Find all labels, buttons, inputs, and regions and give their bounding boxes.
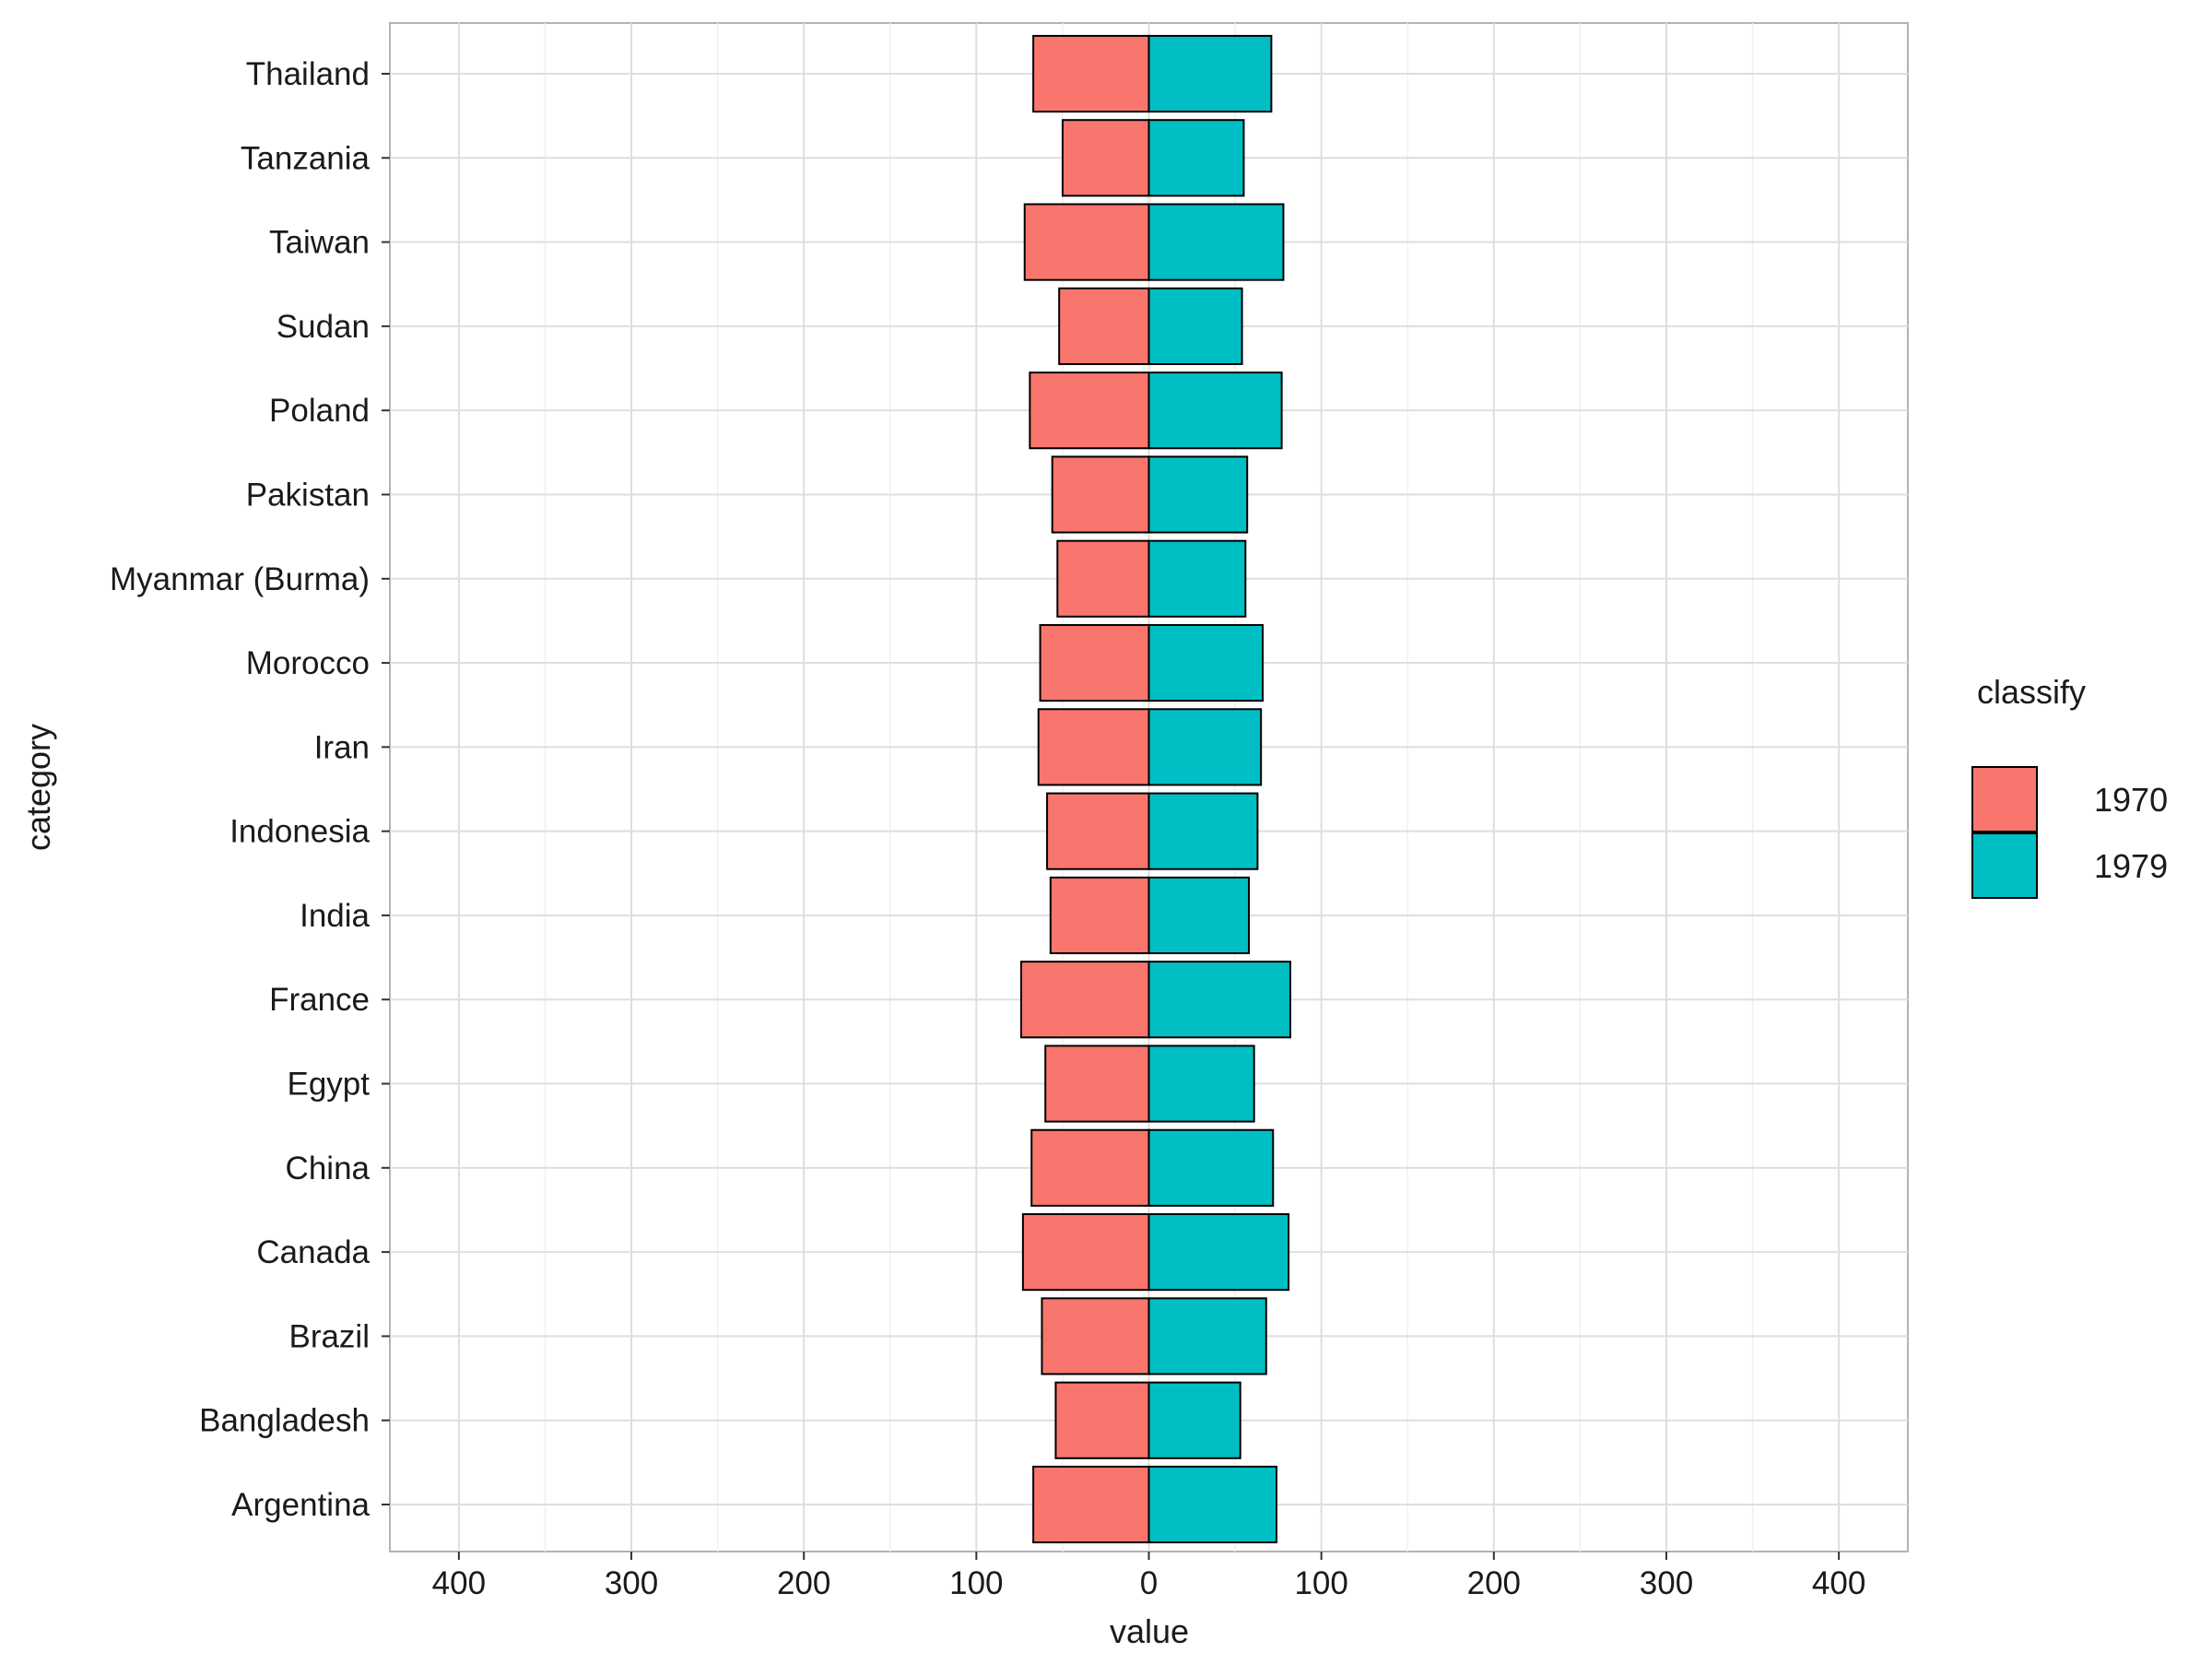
y-tick-label: Myanmar (Burma) (110, 561, 370, 597)
x-axis-title: value (1110, 1612, 1189, 1650)
bar-1970 (1039, 623, 1150, 702)
legend-label-1970: 1970 (2094, 781, 2168, 819)
x-tick-label: 300 (605, 1565, 658, 1601)
y-tick-label: China (286, 1151, 371, 1186)
y-tick-label: Argentina (231, 1487, 370, 1523)
y-tick-label: India (300, 898, 370, 934)
y-tick-label: Taiwan (269, 225, 370, 261)
bar-1970 (1032, 1465, 1150, 1544)
bar-1970 (1023, 203, 1150, 281)
bar-1970 (1051, 455, 1150, 534)
bar-1970 (1029, 372, 1150, 450)
bar-1970 (1020, 961, 1150, 1039)
bar-1970 (1030, 1128, 1150, 1207)
bar-1970 (1058, 287, 1150, 365)
bar-1979 (1147, 876, 1251, 955)
bars (1020, 34, 1291, 1544)
x-tick-label: 0 (1140, 1565, 1158, 1601)
bar-1979 (1147, 287, 1243, 365)
y-axis-ticks: Argentina Bangladesh Brazil Canada China Egyp… (110, 56, 390, 1523)
bar-1979 (1147, 623, 1265, 702)
y-tick-label: Egypt (288, 1067, 371, 1103)
bar-1979 (1147, 1465, 1277, 1544)
bar-1970 (1044, 1044, 1150, 1123)
x-tick-label: 200 (777, 1565, 830, 1601)
x-axis-ticks: 400 300 200 100 0 100 200 300 400 (432, 1552, 1865, 1601)
bar-1970 (1037, 708, 1150, 786)
bar-1970 (1021, 1213, 1150, 1292)
bar-1979 (1147, 1128, 1275, 1207)
bar-1979 (1147, 708, 1263, 786)
bar-1970 (1056, 539, 1150, 618)
bar-1979 (1147, 539, 1247, 618)
y-tick-label: Indonesia (229, 814, 370, 850)
bar-1970 (1046, 792, 1150, 870)
y-tick-label: Poland (269, 393, 370, 429)
bar-1979 (1147, 372, 1283, 450)
bar-1970 (1032, 34, 1150, 113)
y-tick-label: Thailand (246, 56, 370, 92)
x-tick-label: 200 (1467, 1565, 1521, 1601)
y-axis-title: category (19, 724, 57, 851)
bar-1979 (1147, 455, 1249, 534)
y-tick-label: Canada (256, 1234, 370, 1270)
bar-1970 (1041, 1297, 1150, 1375)
bar-1979 (1147, 961, 1291, 1039)
x-tick-label: 400 (1812, 1565, 1865, 1601)
bar-1979 (1147, 792, 1259, 870)
bar-1979 (1147, 1297, 1267, 1375)
legend-key-1979 (1971, 832, 2038, 899)
y-tick-label: Sudan (276, 309, 370, 345)
bar-1970 (1049, 876, 1150, 955)
y-tick-label: Morocco (246, 645, 370, 681)
y-tick-label: Brazil (288, 1318, 370, 1354)
x-tick-label: 100 (1294, 1565, 1347, 1601)
bar-1979 (1147, 119, 1245, 197)
bar-1979 (1147, 203, 1285, 281)
bar-1979 (1147, 1213, 1290, 1292)
bar-1979 (1147, 1381, 1241, 1459)
bar-1979 (1147, 1044, 1255, 1123)
y-tick-label: Iran (314, 729, 370, 765)
x-tick-label: 400 (432, 1565, 486, 1601)
legend-key-1970 (1971, 766, 2038, 832)
y-tick-label: France (269, 982, 370, 1018)
legend-title: classify (1977, 673, 2086, 711)
bar-1970 (1054, 1381, 1150, 1459)
bar-1970 (1061, 119, 1150, 197)
legend: classify 1970 1979 (1971, 673, 2168, 899)
x-tick-label: 100 (949, 1565, 1003, 1601)
y-tick-label: Bangladesh (199, 1403, 370, 1439)
legend-label-1979: 1979 (2094, 847, 2168, 885)
x-tick-label: 300 (1640, 1565, 1693, 1601)
bar-1979 (1147, 34, 1273, 113)
y-tick-label: Tanzania (241, 140, 371, 176)
y-tick-label: Pakistan (246, 477, 370, 513)
